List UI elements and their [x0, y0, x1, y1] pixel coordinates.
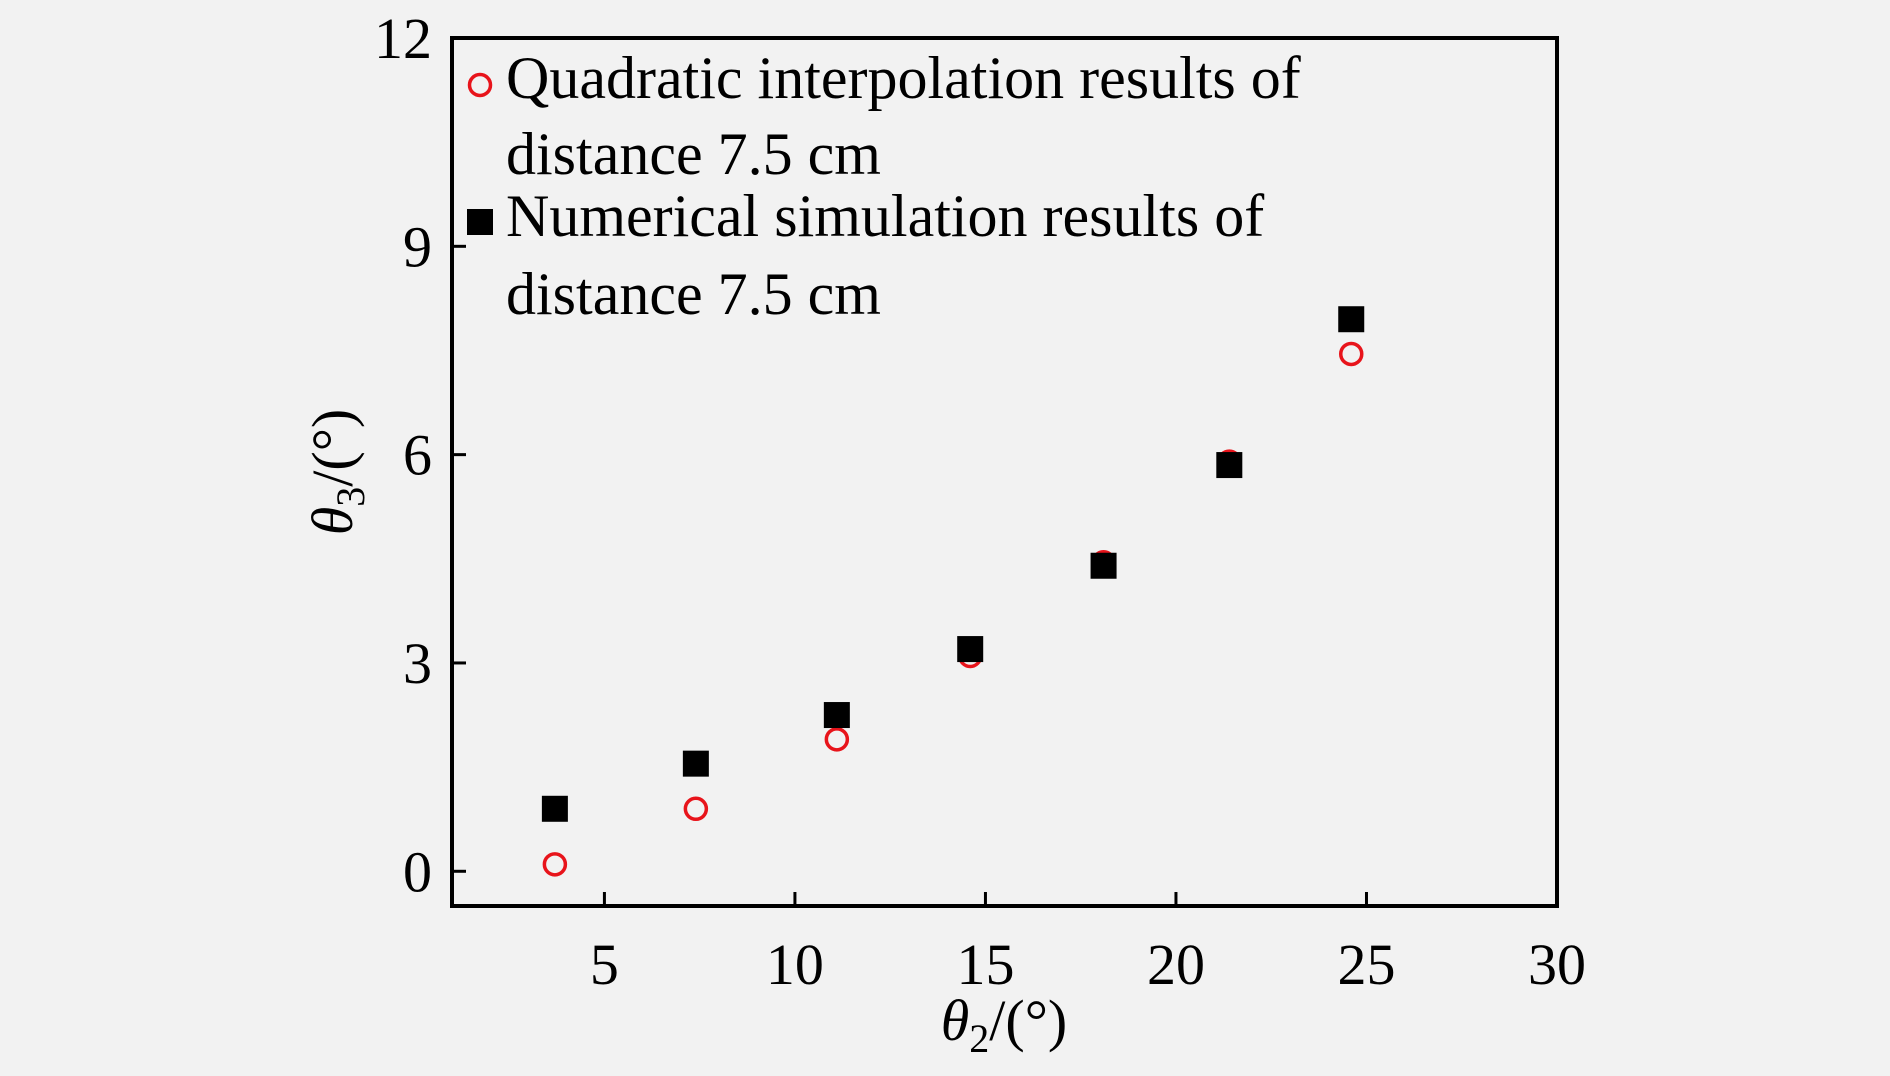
- x-axis-title: θ2/(°): [941, 988, 1067, 1061]
- legend-square-marker: [467, 209, 493, 235]
- x-tick-label: 20: [1147, 932, 1205, 997]
- legend-label: distance 7.5 cm: [506, 121, 881, 187]
- legend: Quadratic interpolation results of distan…: [467, 45, 1301, 327]
- y-tick-label: 0: [403, 839, 432, 904]
- legend-circle-marker: [467, 72, 493, 98]
- legend-label: Numerical simulation results of: [506, 183, 1264, 249]
- x-tick-label: 5: [590, 932, 619, 997]
- y-axis-title-symbol: θ: [300, 507, 365, 536]
- plot-frame: [450, 36, 1559, 908]
- interpolation-point: [683, 796, 709, 822]
- simulation-point: [1090, 552, 1117, 579]
- y-axis-title-unit: /(°): [300, 409, 365, 487]
- simulation-point: [1338, 306, 1365, 333]
- y-tick-label: 6: [403, 423, 432, 488]
- x-tick-label: 10: [766, 932, 824, 997]
- legend-entry: Quadratic interpolation results of distan…: [467, 45, 1301, 187]
- y-tick-label: 9: [403, 214, 432, 279]
- y-tick-label: 3: [403, 631, 432, 696]
- y-axis-title: θ3/(°): [300, 409, 373, 535]
- simulation-point: [823, 702, 850, 729]
- simulation-point: [1216, 452, 1243, 479]
- x-tick-label: 25: [1337, 932, 1395, 997]
- legend-label: Quadratic interpolation results of: [506, 45, 1301, 111]
- axis-ticks: [452, 36, 1559, 906]
- data-points: [541, 306, 1365, 877]
- legend-entry: Numerical simulation results of distance …: [467, 183, 1264, 327]
- interpolation-point: [1338, 341, 1364, 367]
- y-tick-label: 12: [374, 6, 432, 71]
- simulation-point: [682, 750, 709, 777]
- legend-label: distance 7.5 cm: [506, 261, 881, 327]
- interpolation-point: [542, 852, 568, 877]
- x-axis-title-symbol: θ: [941, 988, 970, 1053]
- x-axis-title-unit: /(°): [989, 988, 1067, 1053]
- x-axis-title-subscript: 2: [969, 1016, 989, 1061]
- simulation-point: [541, 795, 568, 822]
- axis-tick-labels: 5 10 15 20 25 30 0 3 6 9 12: [374, 6, 1586, 997]
- x-tick-label: 15: [956, 932, 1014, 997]
- simulation-point: [957, 636, 984, 663]
- x-tick-label: 30: [1528, 932, 1586, 997]
- interpolation-point: [824, 727, 850, 752]
- y-axis-title-subscript: 3: [328, 487, 373, 507]
